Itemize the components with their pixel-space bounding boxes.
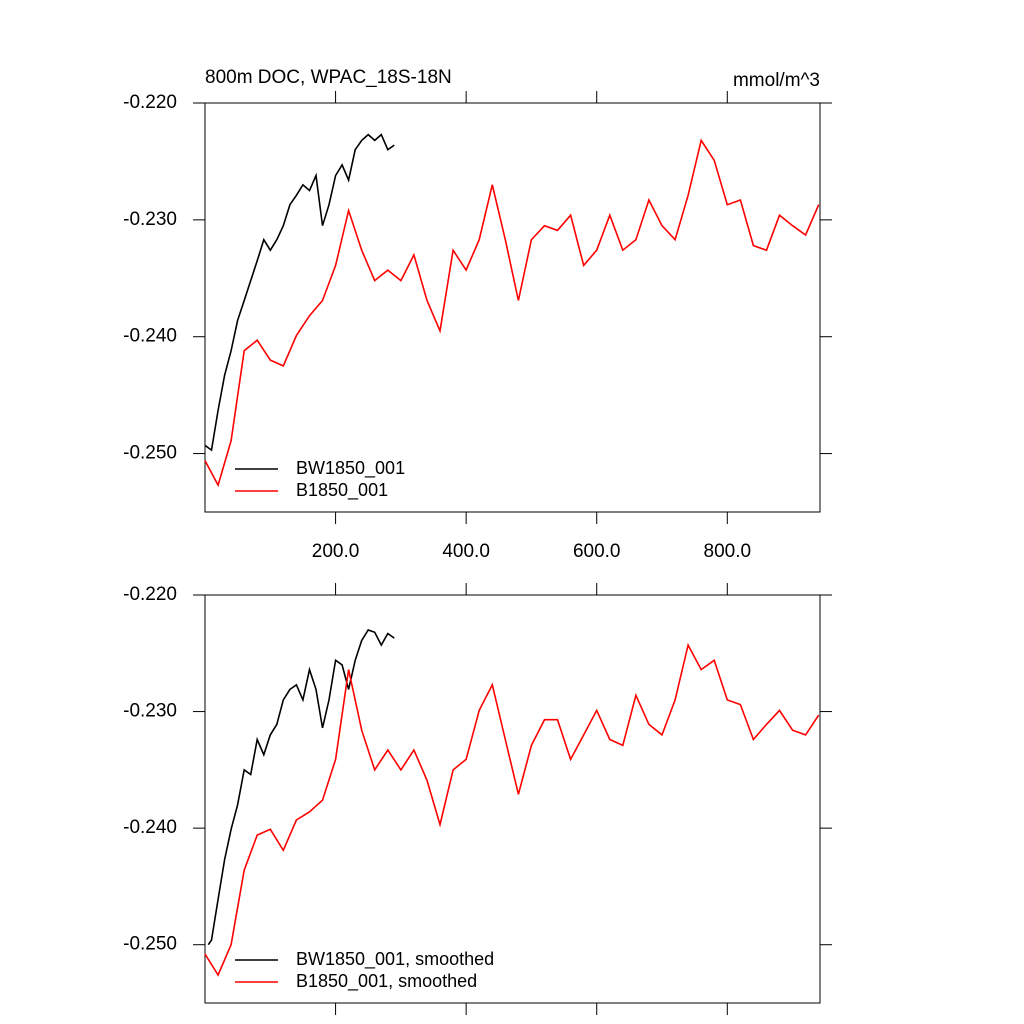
x-tick-label: 800.0	[704, 541, 752, 562]
legend-label: BW1850_001, smoothed	[296, 949, 494, 970]
legend-label: BW1850_001	[296, 458, 405, 479]
x-tick-label: 400.0	[442, 541, 490, 562]
data-line	[204, 133, 395, 452]
units-label: mmol/m^3	[733, 70, 820, 91]
y-tick-label: -0.240	[123, 326, 177, 347]
chart-title: 800m DOC, WPAC_18S-18N	[205, 67, 452, 88]
y-tick-label: -0.220	[123, 584, 177, 605]
x-tick-label: 600.0	[573, 541, 621, 562]
data-line	[207, 629, 395, 946]
y-tick-label: -0.250	[123, 934, 177, 955]
y-tick-label: -0.250	[123, 443, 177, 464]
y-tick-label: -0.230	[123, 209, 177, 230]
data-line	[204, 642, 820, 977]
y-tick-label: -0.220	[123, 92, 177, 113]
x-tick-label: 200.0	[312, 541, 360, 562]
plot-frame	[204, 102, 821, 513]
y-tick-label: -0.230	[123, 701, 177, 722]
y-tick-label: -0.240	[123, 817, 177, 838]
data-line	[204, 138, 820, 488]
legend-label: B1850_001, smoothed	[296, 971, 477, 992]
plot-frame	[204, 594, 821, 1004]
legend-label: B1850_001	[296, 480, 388, 501]
